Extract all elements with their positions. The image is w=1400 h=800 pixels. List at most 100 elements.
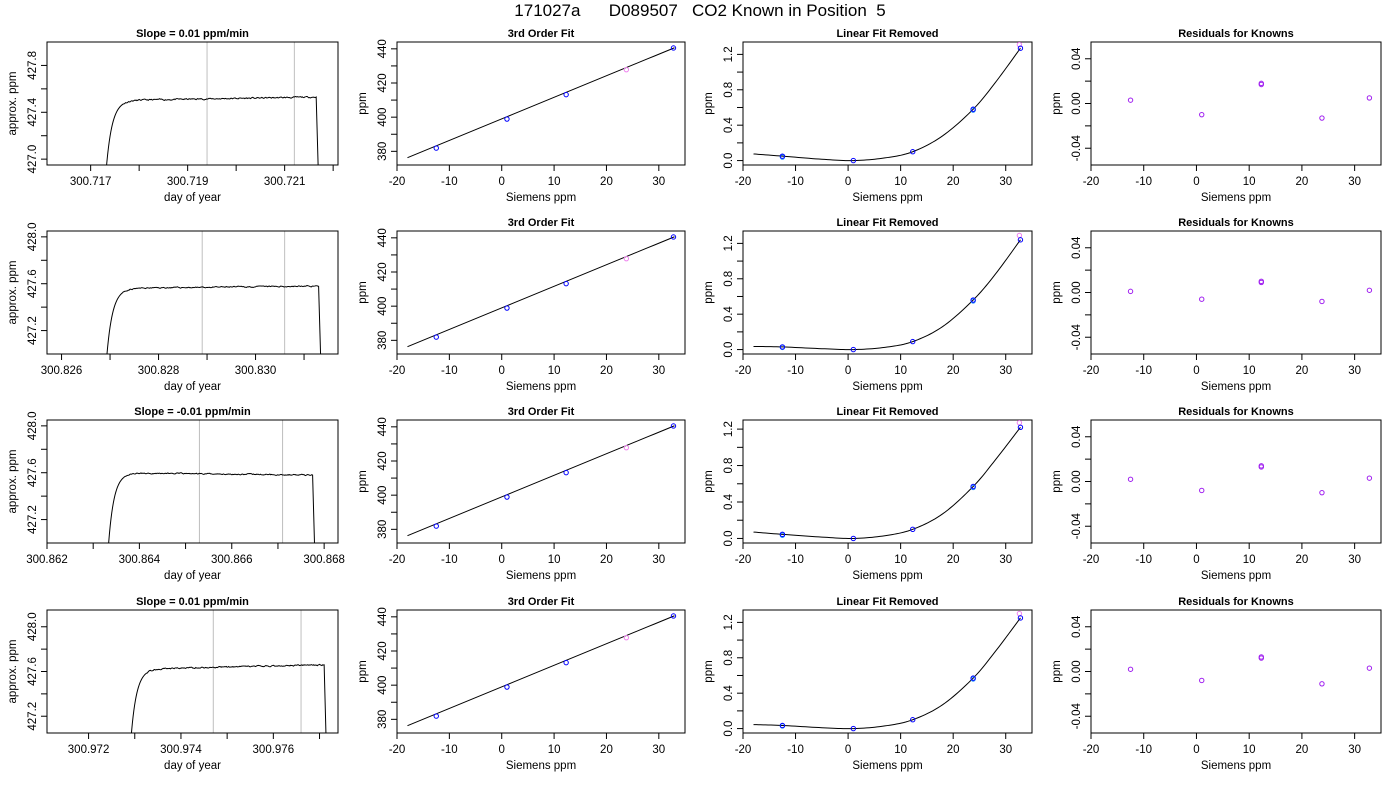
y-tick-label: 0.8 xyxy=(723,650,735,666)
y-tick-label: 0.0 xyxy=(723,342,735,358)
x-tick-label: 0 xyxy=(845,554,851,566)
data-point xyxy=(910,717,916,723)
x-tick-label: 300.719 xyxy=(167,176,209,188)
x-tick-label: 20 xyxy=(947,554,960,566)
x-tick-label: 20 xyxy=(947,176,960,188)
x-axis-label: day of year xyxy=(164,381,221,393)
x-tick-label: 10 xyxy=(1243,365,1256,377)
x-tick-label: -10 xyxy=(441,554,458,566)
y-tick-label: 0.0 xyxy=(723,530,735,546)
x-tick-label: 300.862 xyxy=(26,554,68,566)
x-tick-label: 300.721 xyxy=(264,176,306,188)
page-title: 171027a D089507 CO2 Known in Position 5 xyxy=(514,1,886,20)
data-point xyxy=(1199,677,1205,684)
x-tick-label: -10 xyxy=(787,365,804,377)
x-tick-label: 20 xyxy=(1296,365,1309,377)
x-tick-label: -20 xyxy=(735,554,752,566)
y-tick-label: 0.00 xyxy=(1071,470,1083,492)
panel-3-3: Residuals for Knowns -20 -10 0 10 20 30 -0.04 0.… xyxy=(1051,596,1382,772)
panel-3-0: Slope = 0.01 ppm/min 300.972 300.974 300.97… xyxy=(7,596,339,772)
plot-area xyxy=(753,42,1024,164)
x-tick-label: 30 xyxy=(999,744,1012,756)
fit-curve xyxy=(407,47,675,159)
x-tick-label: 20 xyxy=(600,365,613,377)
data-trace xyxy=(106,95,319,165)
fit-curve xyxy=(407,236,675,348)
data-point xyxy=(623,255,630,262)
y-axis-label: ppm xyxy=(1051,470,1063,492)
panel-title: Linear Fit Removed xyxy=(836,406,938,418)
x-tick-label: 30 xyxy=(1348,744,1361,756)
x-tick-label: 10 xyxy=(548,365,561,377)
y-tick-label: 427.2 xyxy=(27,702,39,731)
x-axis-label: Siemens ppm xyxy=(506,570,576,582)
x-tick-label: 0 xyxy=(499,554,505,566)
x-tick-label: 10 xyxy=(894,365,907,377)
data-point xyxy=(1199,296,1205,302)
y-tick-label: 1.2 xyxy=(723,421,735,437)
data-point xyxy=(779,344,786,350)
y-axis-label: ppm xyxy=(1051,92,1063,114)
y-tick-label: 0.04 xyxy=(1071,236,1083,259)
x-tick-label: -10 xyxy=(441,744,458,756)
y-tick-label: 440 xyxy=(377,228,389,247)
y-axis-label: ppm xyxy=(1051,281,1063,303)
x-tick-label: -20 xyxy=(1083,176,1100,188)
data-point xyxy=(623,634,630,641)
x-tick-label: -20 xyxy=(389,365,406,377)
panel-2-2: Linear Fit Removed -20 -10 0 10 20 30 0.0 0.4 0.8… xyxy=(703,406,1033,582)
data-point xyxy=(970,675,976,681)
panel-0-2: Linear Fit Removed -20 -10 0 10 20 30 0.0 0.4 0.8… xyxy=(703,28,1033,204)
x-tick-label: -10 xyxy=(787,176,804,188)
y-tick-label: -0.04 xyxy=(1071,135,1083,162)
y-tick-label: 427.6 xyxy=(27,657,39,686)
y-axis-label: approx. ppm xyxy=(7,261,19,325)
panel-title: Linear Fit Removed xyxy=(836,217,938,229)
data-point xyxy=(1258,278,1265,285)
panel-title: 3rd Order Fit xyxy=(508,28,575,40)
y-tick-label: 0.4 xyxy=(723,117,735,134)
data-point xyxy=(910,149,916,155)
fit-curve xyxy=(753,47,1021,162)
y-tick-label: 400 xyxy=(377,676,389,695)
y-tick-label: 380 xyxy=(377,142,389,161)
data-point xyxy=(1127,288,1134,295)
fit-curve xyxy=(753,617,1021,730)
panel-title: 3rd Order Fit xyxy=(508,596,575,608)
x-tick-label: -10 xyxy=(787,554,804,566)
x-tick-label: 300.868 xyxy=(303,554,345,566)
plot-frame xyxy=(742,41,1033,166)
data-point xyxy=(1319,115,1325,121)
y-axis-label: approx. ppm xyxy=(7,450,19,514)
data-point xyxy=(504,494,510,500)
data-point xyxy=(1366,287,1373,293)
x-tick-label: -20 xyxy=(1083,365,1100,377)
x-tick-label: 30 xyxy=(999,554,1012,566)
x-tick-label: 0 xyxy=(499,176,505,188)
x-axis-label: day of year xyxy=(164,570,221,582)
x-tick-label: -10 xyxy=(1135,744,1152,756)
data-point xyxy=(1127,476,1134,482)
y-tick-label: 427.0 xyxy=(27,145,39,174)
x-tick-label: 30 xyxy=(1348,176,1361,188)
data-point xyxy=(1319,681,1325,687)
data-point xyxy=(1127,666,1134,672)
x-tick-label: 20 xyxy=(600,176,613,188)
x-tick-label: 10 xyxy=(548,554,561,566)
data-point xyxy=(1127,97,1134,103)
panel-3-1: 3rd Order Fit -20 -10 0 10 20 30 380 400 420 440 Si… xyxy=(357,596,686,772)
fit-curve xyxy=(407,615,675,727)
y-axis-label: ppm xyxy=(357,660,369,682)
x-tick-label: -20 xyxy=(735,176,752,188)
data-point xyxy=(1258,80,1265,87)
y-tick-label: 427.6 xyxy=(27,269,39,298)
y-tick-label: 1.2 xyxy=(723,46,735,62)
x-axis-label: Siemens ppm xyxy=(506,192,576,204)
x-tick-label: 0 xyxy=(845,365,851,377)
x-tick-label: 0 xyxy=(1193,365,1199,377)
panel-title: Linear Fit Removed xyxy=(836,596,938,608)
x-axis-label: Siemens ppm xyxy=(506,760,576,772)
data-point xyxy=(1017,424,1024,430)
y-tick-label: 0.4 xyxy=(723,493,735,510)
data-point xyxy=(910,338,916,345)
